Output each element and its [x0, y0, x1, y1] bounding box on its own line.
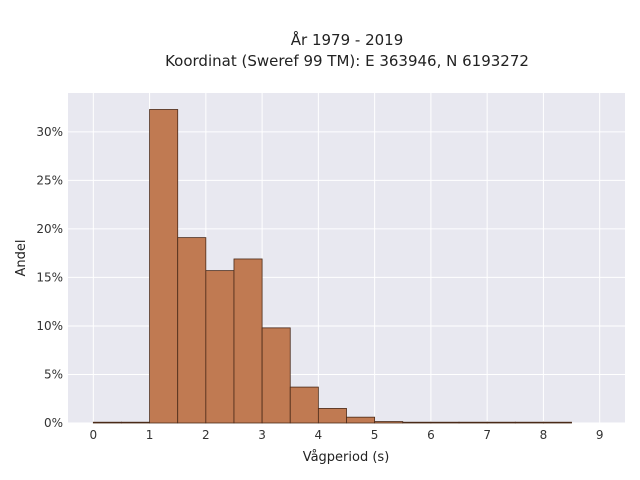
bars-group [92, 109, 572, 424]
chart-title-line2: Koordinat (Sweref 99 TM): E 363946, N 61… [165, 52, 529, 70]
x-tick-label: 2 [202, 428, 210, 442]
x-tick-label: 8 [540, 428, 548, 442]
histogram-bar [261, 327, 291, 424]
x-tick-label: 7 [483, 428, 491, 442]
y-tick-label: 15% [36, 270, 63, 284]
histogram-bar [486, 421, 516, 424]
histogram-bar [233, 258, 263, 424]
x-tick-label: 0 [89, 428, 97, 442]
y-tick-label: 5% [44, 367, 63, 381]
histogram-bar [177, 237, 207, 424]
histogram-bar [543, 421, 572, 424]
histogram-bar [121, 421, 150, 424]
histogram-bar [92, 421, 122, 424]
x-tick-label: 6 [427, 428, 435, 442]
x-axis-label: Vågperiod (s) [303, 450, 390, 465]
histogram-bar [514, 421, 544, 424]
x-tick-label: 5 [371, 428, 379, 442]
y-tick-label: 0% [44, 416, 63, 430]
x-axis-ticks: 0 1 2 3 4 5 6 7 8 9 [89, 428, 603, 442]
x-tick-label: 1 [146, 428, 154, 442]
histogram-bar [458, 421, 488, 424]
x-tick-label: 9 [596, 428, 604, 442]
histogram-bar [149, 109, 179, 424]
chart-title-line1: År 1979 - 2019 [291, 30, 404, 49]
histogram-bar [346, 416, 376, 424]
y-tick-label: 10% [36, 319, 63, 333]
histogram-bar [374, 421, 404, 424]
x-tick-label: 3 [258, 428, 266, 442]
y-axis-ticks: 0% 5% 10% 15% 20% 25% 30% [36, 125, 63, 430]
histogram-bar [289, 386, 319, 424]
histogram-bar [402, 421, 432, 424]
y-axis-label: Andel [14, 240, 29, 277]
x-tick-label: 4 [315, 428, 323, 442]
histogram-bar [317, 408, 347, 424]
histogram-bar [205, 270, 235, 424]
histogram-bar [430, 421, 460, 424]
y-tick-label: 25% [36, 173, 63, 187]
y-tick-label: 30% [36, 125, 63, 139]
y-tick-label: 20% [36, 222, 63, 236]
